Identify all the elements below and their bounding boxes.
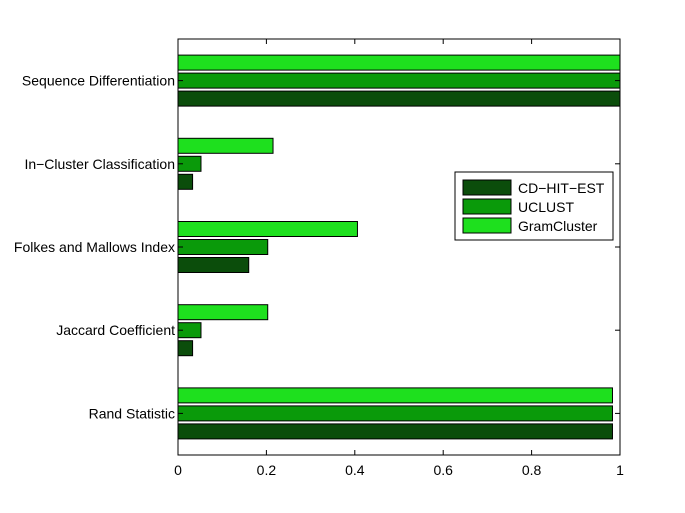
x-tick-label: 1	[616, 462, 624, 478]
legend-label-2: GramCluster	[518, 218, 598, 234]
x-tick-label: 0.4	[345, 462, 365, 478]
bar-1-4	[177, 405, 613, 422]
legend-swatch-0	[462, 179, 512, 196]
bar-0-3	[177, 340, 194, 357]
legend-label-1: UCLUST	[518, 199, 574, 215]
legend-swatch-2	[462, 217, 512, 234]
bar-2-0	[177, 54, 621, 71]
bar-1-2	[177, 239, 269, 255]
category-labels: Sequence Differentiation In−Cluster Class…	[14, 73, 175, 422]
legend: CD−HIT−EST UCLUST GramCluster	[454, 171, 614, 241]
bar-2-4	[177, 387, 613, 404]
legend-label-0: CD−HIT−EST	[518, 180, 605, 196]
bar-0-1	[177, 173, 194, 190]
category-label: In−Cluster Classification	[24, 156, 175, 172]
bar-1-0	[177, 72, 621, 89]
bar-2-3	[177, 304, 269, 321]
x-tick-label: 0.6	[433, 462, 453, 478]
ticks-group: 0 0.2 0.4 0.6 0.8 1	[174, 39, 624, 478]
bar-2-1	[177, 137, 274, 154]
bar-0-4	[177, 423, 613, 440]
category-label: Sequence Differentiation	[22, 73, 175, 89]
category-label: Folkes and Mallows Index	[14, 239, 175, 255]
bars-group	[177, 54, 621, 440]
bar-0-2	[177, 257, 250, 273]
category-label: Rand Statistic	[89, 405, 175, 421]
category-label: Jaccard Coefficient	[56, 322, 175, 338]
legend-swatch-1	[462, 198, 512, 215]
x-tick-label: 0	[174, 462, 182, 478]
bar-0-0	[177, 90, 621, 107]
bar-2-2	[177, 221, 358, 237]
x-tick-label: 0.2	[257, 462, 277, 478]
x-tick-label: 0.8	[522, 462, 542, 478]
